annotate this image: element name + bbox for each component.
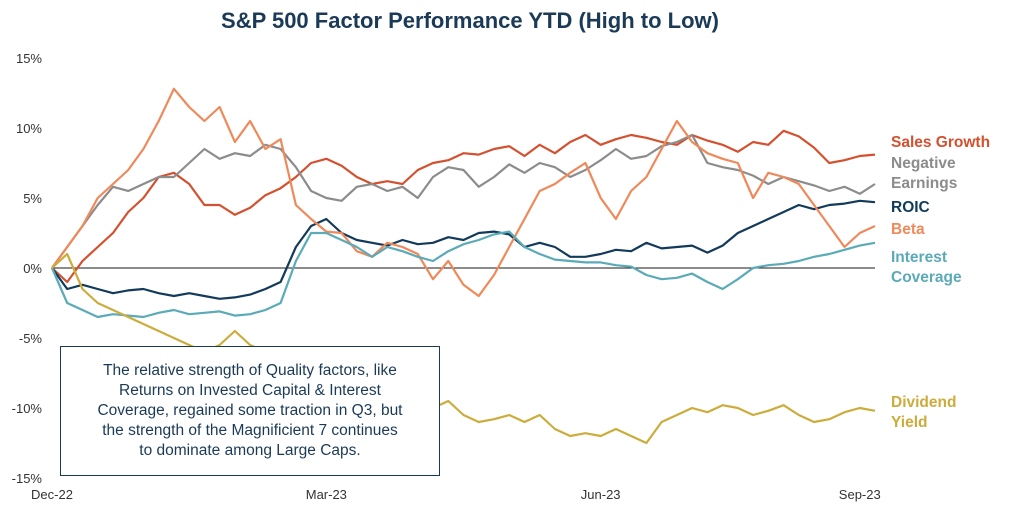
y-tick-label: 5%: [23, 191, 42, 206]
series-label: Coverage: [891, 269, 962, 286]
series-line-dividend-yield: [51, 252, 876, 445]
series-line-negative-earnings: [51, 133, 876, 269]
series-label: Sales Growth: [891, 134, 990, 151]
x-tick-label: Sep-23: [839, 487, 881, 502]
y-tick-label: -15%: [12, 471, 43, 486]
series-label: Earnings: [891, 175, 957, 192]
annotation-line: to dominate among Large Caps.: [139, 442, 361, 459]
series-label: ROIC: [891, 199, 930, 216]
annotation-line: The relative strength of Quality factors…: [103, 362, 397, 379]
series-label: Negative: [891, 155, 956, 172]
x-tick-label: Mar-23: [306, 487, 347, 502]
annotation-box: The relative strength of Quality factors…: [60, 346, 440, 476]
y-tick-label: 0%: [23, 261, 42, 276]
y-tick-label: -5%: [19, 331, 43, 346]
y-tick-label: 10%: [16, 121, 42, 136]
series-label: Beta: [891, 221, 925, 238]
annotation-line: Coverage, regained some traction in Q3, …: [97, 402, 403, 419]
chart-title: S&P 500 Factor Performance YTD (High to …: [221, 8, 719, 33]
series-line-beta: [51, 87, 876, 298]
x-tick-label: Dec-22: [31, 487, 73, 502]
x-tick-label: Jun-23: [581, 487, 621, 502]
series-label: Yield: [891, 414, 927, 431]
y-tick-label: -10%: [12, 401, 43, 416]
annotation-text: The relative strength of Quality factors…: [97, 361, 402, 461]
annotation-line: the strength of the Magnificient 7 conti…: [102, 422, 398, 439]
series-label: Interest: [891, 249, 947, 266]
y-tick-label: 15%: [16, 51, 42, 66]
series-label: Dividend: [891, 394, 956, 411]
series-line-roic: [51, 199, 876, 300]
series-line-interest-coverage: [50, 230, 876, 319]
annotation-line: Returns on Invested Capital & Interest: [119, 382, 381, 399]
series-line-sales-growth: [51, 129, 876, 284]
